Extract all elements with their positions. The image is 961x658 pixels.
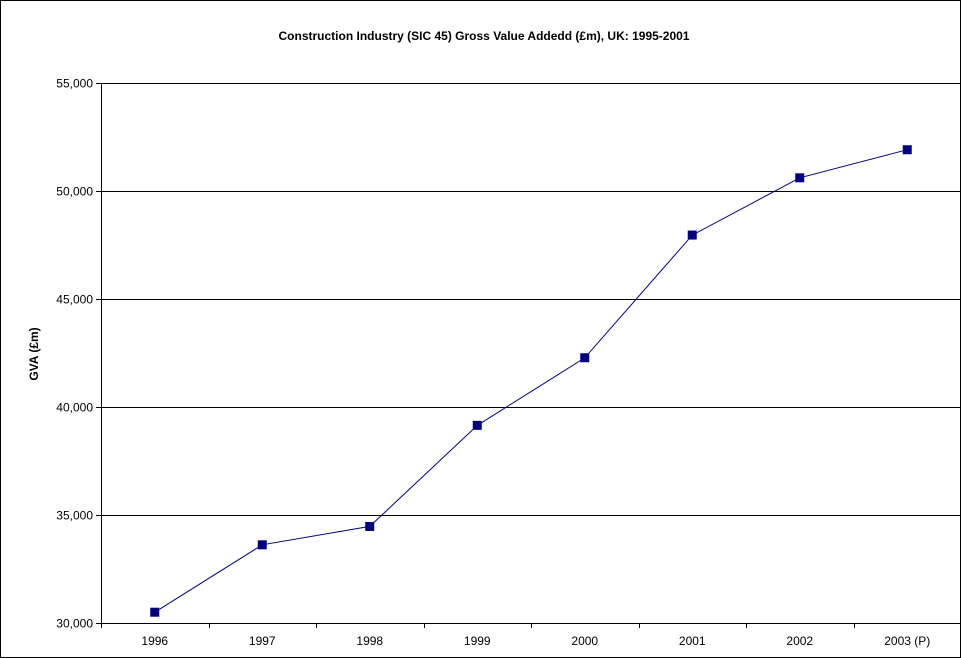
y-tick-label-3: 45,000: [56, 293, 93, 307]
x-tick-label-0: 1996: [141, 634, 168, 648]
x-tick-label-6: 2002: [786, 634, 813, 648]
x-tick-label-2: 1998: [356, 634, 383, 648]
data-point-2002: [795, 173, 805, 183]
y-tick-label-4: 50,000: [56, 185, 93, 199]
y-tick-label-0: 30,000: [56, 617, 93, 631]
y-tick-label-5: 55,000: [56, 77, 93, 91]
data-point-1999: [472, 420, 482, 430]
data-point-2001: [687, 230, 697, 240]
series-line-0: [154, 149, 908, 613]
gridlines: [101, 83, 960, 624]
data-point-2003-P: [902, 145, 912, 155]
x-tick-label-3: 1999: [464, 634, 491, 648]
y-tick-label-2: 40,000: [56, 401, 93, 415]
data-point-1997: [257, 540, 267, 550]
y-axis-label: GVA (£m): [27, 327, 41, 380]
x-tick-label-1: 1997: [249, 634, 276, 648]
data-point-1996: [150, 607, 160, 617]
x-tick-label-4: 2000: [571, 634, 598, 648]
data-series: [150, 145, 912, 617]
chart-title: Construction Industry (SIC 45) Gross Val…: [279, 29, 690, 43]
plot-area: [101, 83, 960, 624]
y-tick-label-1: 35,000: [56, 509, 93, 523]
x-axis-ticks: 1996 1997 1998 1999 2000 2001 2002 2003 (P): [101, 623, 930, 648]
data-point-1998: [365, 521, 375, 531]
x-tick-label-7: 2003 (P): [884, 634, 930, 648]
x-tick-label-5: 2001: [679, 634, 706, 648]
y-axis-ticks: 30,000 35,000 40,000 45,000 50,000 55,000: [56, 77, 101, 631]
data-point-2000: [580, 353, 590, 363]
